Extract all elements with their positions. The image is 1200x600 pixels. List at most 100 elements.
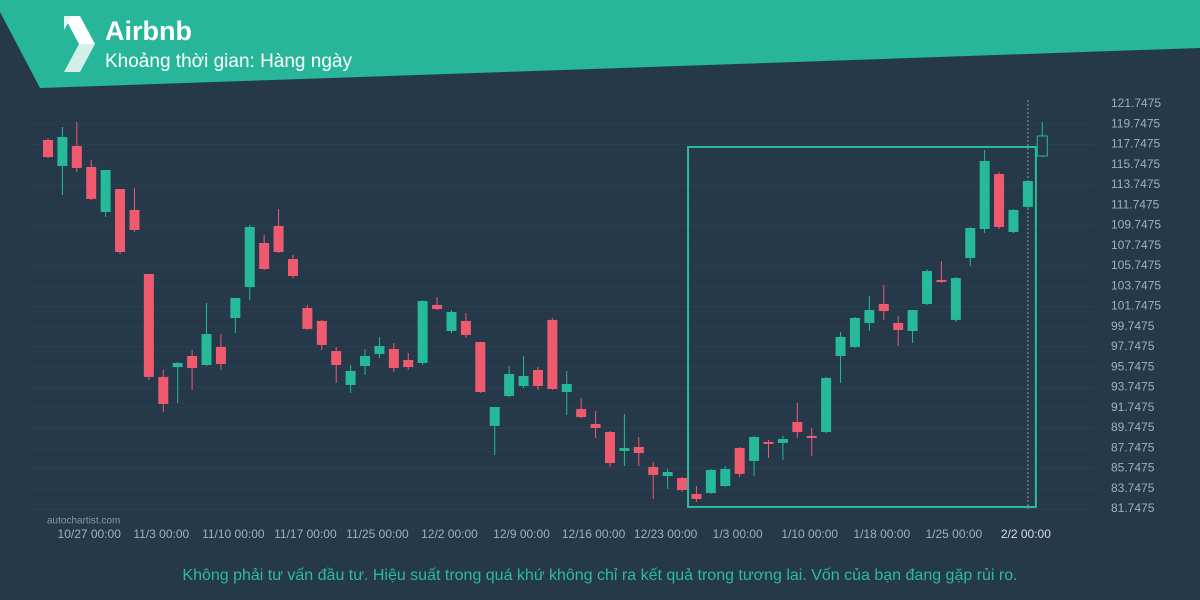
source: autochartist.com bbox=[47, 516, 120, 527]
x-tick-label: 2/2 00:00 bbox=[1001, 527, 1051, 541]
candle-body bbox=[907, 310, 918, 331]
candle-body bbox=[287, 258, 298, 276]
candle-body bbox=[994, 174, 1005, 227]
y-tick-label: 101.7475 bbox=[1111, 299, 1161, 313]
x-tick-label: 1/3 00:00 bbox=[713, 527, 763, 541]
candle-body bbox=[345, 370, 356, 385]
y-tick-label: 121.7475 bbox=[1111, 96, 1161, 110]
candle-body bbox=[1008, 209, 1019, 232]
candle-body bbox=[71, 145, 82, 168]
candle-body bbox=[936, 279, 947, 282]
candle-body bbox=[100, 169, 111, 213]
y-tick-label: 117.7475 bbox=[1111, 137, 1160, 151]
x-tick-label: 11/10 00:00 bbox=[202, 527, 265, 541]
y-tick-label: 93.7475 bbox=[1111, 380, 1155, 394]
candle-body bbox=[244, 226, 255, 288]
candle-body bbox=[749, 436, 760, 461]
candle-body bbox=[777, 439, 788, 443]
candle-body bbox=[158, 376, 169, 404]
candle-body bbox=[374, 345, 385, 354]
candle-body bbox=[561, 384, 572, 393]
candle-body bbox=[979, 160, 990, 230]
x-tick-label: 1/10 00:00 bbox=[781, 527, 838, 541]
candle-body bbox=[475, 342, 486, 393]
candle-body bbox=[922, 271, 933, 304]
plot: 81.7475 83.7475 85.7475 87.7475 89.7475 91.74… bbox=[30, 96, 1161, 541]
candle-body bbox=[734, 448, 745, 474]
candle-body bbox=[316, 320, 327, 345]
candle-body bbox=[388, 348, 399, 369]
x-tick-label: 10/27 00:00 bbox=[58, 527, 122, 541]
candle-body bbox=[662, 472, 673, 476]
candle-body bbox=[878, 303, 889, 312]
candle-body bbox=[273, 225, 284, 253]
x-tick-label: 12/9 00:00 bbox=[493, 527, 550, 541]
y-tick-label: 91.7475 bbox=[1111, 400, 1155, 414]
candle-body bbox=[129, 209, 140, 231]
candle-body bbox=[489, 407, 500, 426]
candle-body bbox=[532, 369, 543, 386]
candle-body bbox=[547, 319, 558, 389]
candle-body bbox=[792, 422, 803, 433]
y-tick-label: 115.7475 bbox=[1111, 157, 1160, 171]
candle-body bbox=[1036, 135, 1048, 157]
y-tick-label: 99.7475 bbox=[1111, 319, 1155, 333]
y-tick-label: 113.7475 bbox=[1111, 177, 1160, 191]
candle-body bbox=[1022, 181, 1033, 207]
y-tick-label: 81.7475 bbox=[1111, 501, 1155, 515]
pattern-box bbox=[687, 146, 1037, 508]
candle-body bbox=[259, 242, 270, 270]
candle-body bbox=[417, 301, 428, 363]
header-banner bbox=[0, 0, 1200, 88]
candle-body bbox=[460, 320, 471, 336]
candle-body bbox=[143, 273, 154, 377]
candle-body bbox=[965, 228, 976, 258]
candle-body bbox=[302, 307, 313, 329]
candle-body bbox=[187, 355, 198, 369]
candle-body bbox=[518, 376, 529, 386]
y-tick-label: 89.7475 bbox=[1111, 420, 1155, 434]
title: Airbnb bbox=[105, 16, 192, 46]
x-tick-label: 12/2 00:00 bbox=[421, 527, 478, 541]
candle-body bbox=[446, 311, 457, 331]
candle-body bbox=[821, 377, 832, 433]
disclaimer: Không phải tư vấn đầu tư. Hiệu suất tron… bbox=[182, 567, 1017, 584]
logo bbox=[64, 16, 95, 72]
candle-body bbox=[590, 424, 601, 428]
y-tick-label: 111.7475 bbox=[1111, 197, 1160, 211]
x-tick-label: 1/18 00:00 bbox=[853, 527, 910, 541]
y-tick-label: 109.7475 bbox=[1111, 218, 1161, 232]
y-tick-label: 119.7475 bbox=[1111, 116, 1160, 130]
candle-body bbox=[677, 477, 688, 491]
candle-body bbox=[849, 318, 860, 347]
candle-body bbox=[893, 322, 904, 330]
candle-body bbox=[86, 166, 97, 199]
candle-body bbox=[604, 432, 615, 464]
candle-body bbox=[230, 297, 241, 319]
candle-body bbox=[633, 447, 644, 453]
candle-body bbox=[215, 346, 226, 364]
x-tick-label: 11/3 00:00 bbox=[133, 527, 189, 541]
candle-body bbox=[331, 351, 342, 365]
candle-body bbox=[691, 493, 702, 499]
candle-body bbox=[403, 360, 414, 368]
candle-body bbox=[504, 374, 515, 396]
candle-body bbox=[835, 336, 846, 356]
y-tick-label: 107.7475 bbox=[1111, 238, 1161, 252]
candle-body bbox=[432, 304, 443, 310]
x-tick-label: 12/23 00:00 bbox=[634, 527, 698, 541]
x-tick-label: 1/25 00:00 bbox=[925, 527, 982, 541]
candle-body bbox=[648, 466, 659, 475]
subtitle: Khoảng thời gian: Hàng ngày bbox=[105, 51, 352, 72]
candle-body bbox=[115, 189, 126, 253]
candle-body bbox=[950, 278, 961, 320]
y-tick-label: 85.7475 bbox=[1111, 461, 1155, 475]
x-tick-label: 11/17 00:00 bbox=[274, 527, 337, 541]
candle-body bbox=[806, 435, 817, 438]
candle-body bbox=[201, 334, 212, 365]
candle-body bbox=[864, 310, 875, 323]
y-tick-label: 95.7475 bbox=[1111, 359, 1155, 373]
x-tick-label: 11/25 00:00 bbox=[346, 527, 409, 541]
candle-body bbox=[576, 409, 587, 418]
